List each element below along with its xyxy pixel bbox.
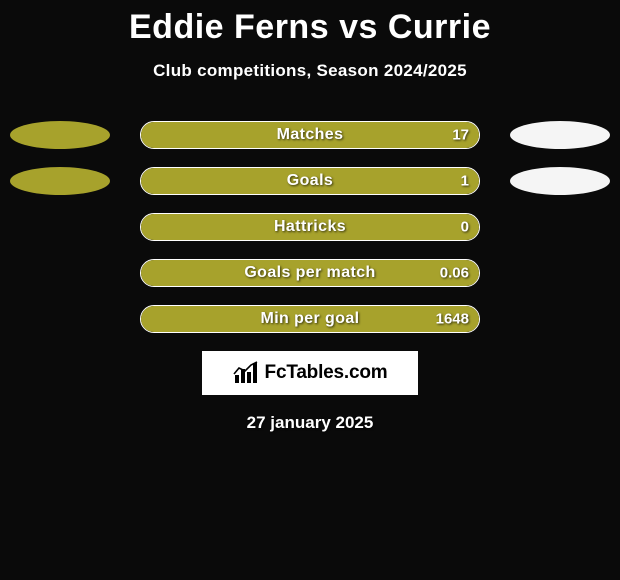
- comparison-infographic: Eddie Ferns vs Currie Club competitions,…: [0, 0, 620, 580]
- stat-track: 0 Hattricks: [140, 213, 480, 241]
- stat-track: 1648 Min per goal: [140, 305, 480, 333]
- title-vs: vs: [339, 8, 378, 46]
- footer-date: 27 january 2025: [0, 413, 620, 433]
- stat-blob-left: [10, 121, 110, 149]
- stat-value-right: 0.06: [440, 265, 469, 282]
- stat-row-goals-per-match: 0.06 Goals per match: [0, 259, 620, 287]
- stat-blob-right: [510, 167, 610, 195]
- stat-value-right: 0: [461, 219, 469, 236]
- stat-track: 1 Goals: [140, 167, 480, 195]
- brand-badge: FcTables.com: [202, 351, 418, 395]
- page-title: Eddie Ferns vs Currie: [0, 8, 620, 47]
- brand-text: FcTables.com: [265, 362, 388, 384]
- stats-container: 17 Matches 1 Goals 0 Hattric: [0, 121, 620, 333]
- stat-track: 17 Matches: [140, 121, 480, 149]
- stat-label: Min per goal: [260, 310, 359, 328]
- stat-row-hattricks: 0 Hattricks: [0, 213, 620, 241]
- stat-label: Goals: [287, 172, 333, 190]
- player2-name: Currie: [388, 8, 491, 46]
- stat-label: Hattricks: [274, 218, 346, 236]
- stat-label: Goals per match: [244, 264, 375, 282]
- bar-chart-icon: [233, 361, 259, 385]
- stat-row-matches: 17 Matches: [0, 121, 620, 149]
- stat-row-min-per-goal: 1648 Min per goal: [0, 305, 620, 333]
- stat-value-right: 17: [452, 127, 469, 144]
- stat-value-right: 1: [461, 173, 469, 190]
- stat-row-goals: 1 Goals: [0, 167, 620, 195]
- stat-blob-right: [510, 121, 610, 149]
- stat-blob-left: [10, 167, 110, 195]
- subtitle: Club competitions, Season 2024/2025: [0, 61, 620, 81]
- stat-label: Matches: [277, 126, 344, 144]
- stat-value-right: 1648: [436, 311, 469, 328]
- stat-track: 0.06 Goals per match: [140, 259, 480, 287]
- player1-name: Eddie Ferns: [129, 8, 329, 46]
